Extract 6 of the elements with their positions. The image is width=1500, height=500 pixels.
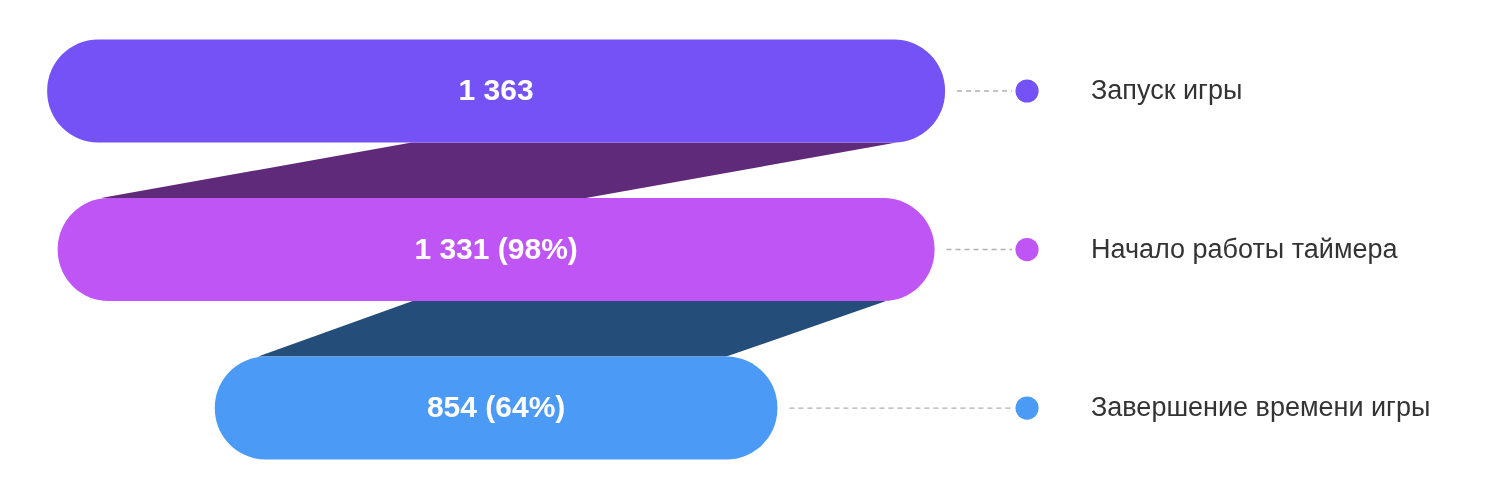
data-label: 854 (64%) — [426, 390, 566, 424]
data-label: 1 331 (98%) — [414, 231, 578, 265]
category-label: Завершение времени игры — [1091, 392, 1431, 423]
data-label: 1 363 — [458, 73, 534, 106]
category-label: Начало работы таймера — [1091, 233, 1399, 264]
category-label: Запуск игры — [1091, 75, 1243, 105]
